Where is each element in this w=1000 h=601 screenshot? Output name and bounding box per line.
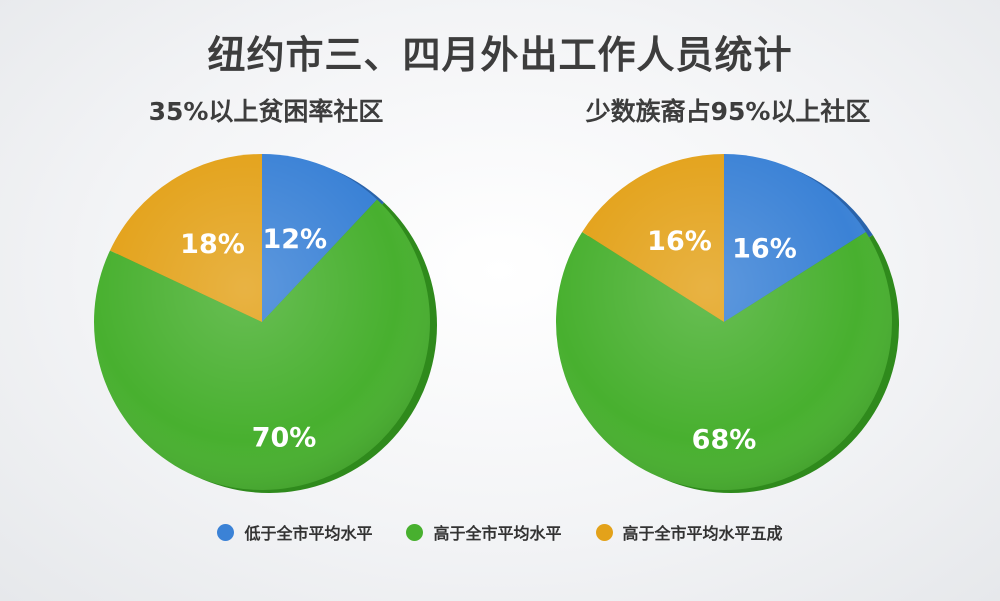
- pie-left-label-2: 18%: [180, 229, 245, 260]
- pie-left-label-1: 70%: [252, 423, 317, 454]
- pie-left-label-0: 12%: [262, 224, 327, 255]
- pie-right-title: 少数族裔占95%以上社区: [585, 97, 871, 126]
- pie-right-label-1: 68%: [692, 425, 757, 456]
- pie-right-label-2: 16%: [647, 226, 712, 257]
- legend-label-above: 高于全市平均水平: [433, 524, 562, 543]
- legend-dot-above: [406, 523, 424, 541]
- legend-item-above50: 高于全市平均水平五成: [595, 520, 783, 544]
- legend-dot-below: [217, 523, 235, 541]
- pie-right-shading: [556, 154, 892, 490]
- chart-main-title: 纽约市三、四月外出工作人员统计: [207, 33, 793, 77]
- pie-right-label-0: 16%: [732, 233, 797, 264]
- legend: 低于全市平均水平 高于全市平均水平 高于全市平均水平五成: [0, 520, 1000, 544]
- legend-item-below: 低于全市平均水平: [217, 520, 372, 544]
- legend-item-above: 高于全市平均水平: [406, 520, 562, 544]
- pie-left-shading: [94, 154, 430, 490]
- legend-dot-above50: [595, 523, 613, 541]
- pie-left-title: 35%以上贫困率社区: [148, 97, 384, 126]
- pie-chart-right: 16% 68% 16%: [556, 154, 899, 494]
- pie-chart-left: 12% 70% 18%: [93, 154, 437, 493]
- legend-label-above50: 高于全市平均水平五成: [622, 524, 783, 543]
- legend-label-below: 低于全市平均水平: [244, 524, 373, 543]
